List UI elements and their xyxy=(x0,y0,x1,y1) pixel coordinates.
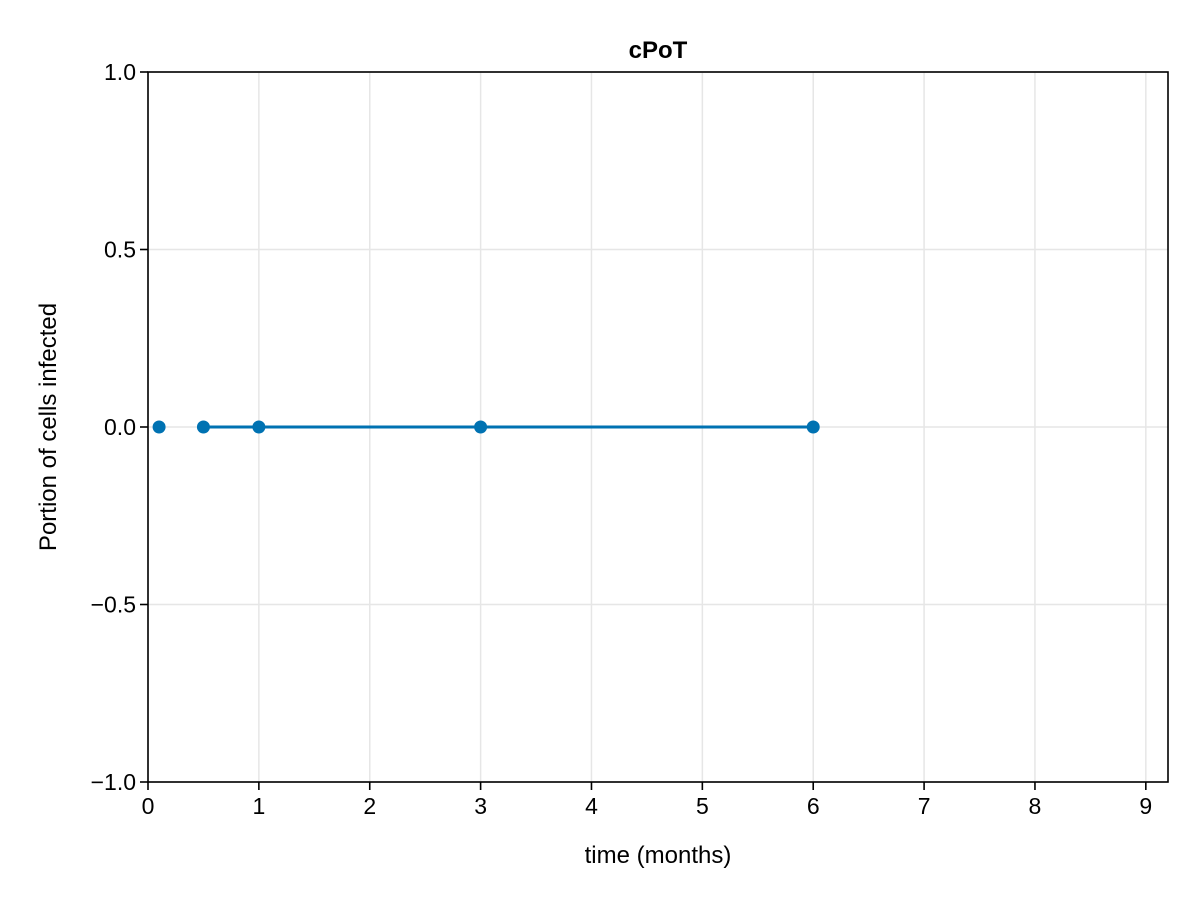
y-tick-label: 0.0 xyxy=(104,414,136,440)
x-tick-label: 4 xyxy=(585,793,598,819)
x-tick-label: 0 xyxy=(142,793,155,819)
x-tick-label: 5 xyxy=(696,793,709,819)
data-point xyxy=(474,420,488,434)
x-axis-label: time (months) xyxy=(585,842,732,869)
data-point xyxy=(252,420,266,434)
data-point xyxy=(152,420,166,434)
series-layer xyxy=(152,420,820,434)
y-axis-label: Portion of cells infected xyxy=(35,303,62,551)
y-tick-label: 1.0 xyxy=(104,59,136,85)
x-tick-label: 6 xyxy=(807,793,820,819)
x-tick-label: 8 xyxy=(1029,793,1042,819)
y-tick-label: −0.5 xyxy=(91,592,136,618)
y-tick-label: 0.5 xyxy=(104,237,136,263)
x-tick-label: 1 xyxy=(252,793,265,819)
x-tick-label: 9 xyxy=(1139,793,1152,819)
x-tick-label: 7 xyxy=(918,793,931,819)
x-tick-label: 2 xyxy=(363,793,376,819)
chart-title: cPoT xyxy=(629,37,688,64)
ticks: 0 1 2 3 4 5 6 7 8 9 −1.0 −0.5 0.0 0.5 1.0 xyxy=(91,59,1153,819)
data-point xyxy=(806,420,820,434)
y-tick-label: −1.0 xyxy=(91,769,136,795)
x-tick-label: 3 xyxy=(474,793,487,819)
data-point xyxy=(196,420,210,434)
